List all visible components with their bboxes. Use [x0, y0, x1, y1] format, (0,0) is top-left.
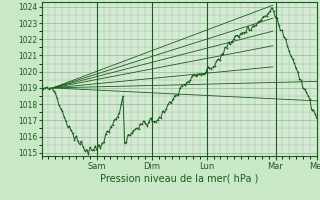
- X-axis label: Pression niveau de la mer( hPa ): Pression niveau de la mer( hPa ): [100, 173, 258, 183]
